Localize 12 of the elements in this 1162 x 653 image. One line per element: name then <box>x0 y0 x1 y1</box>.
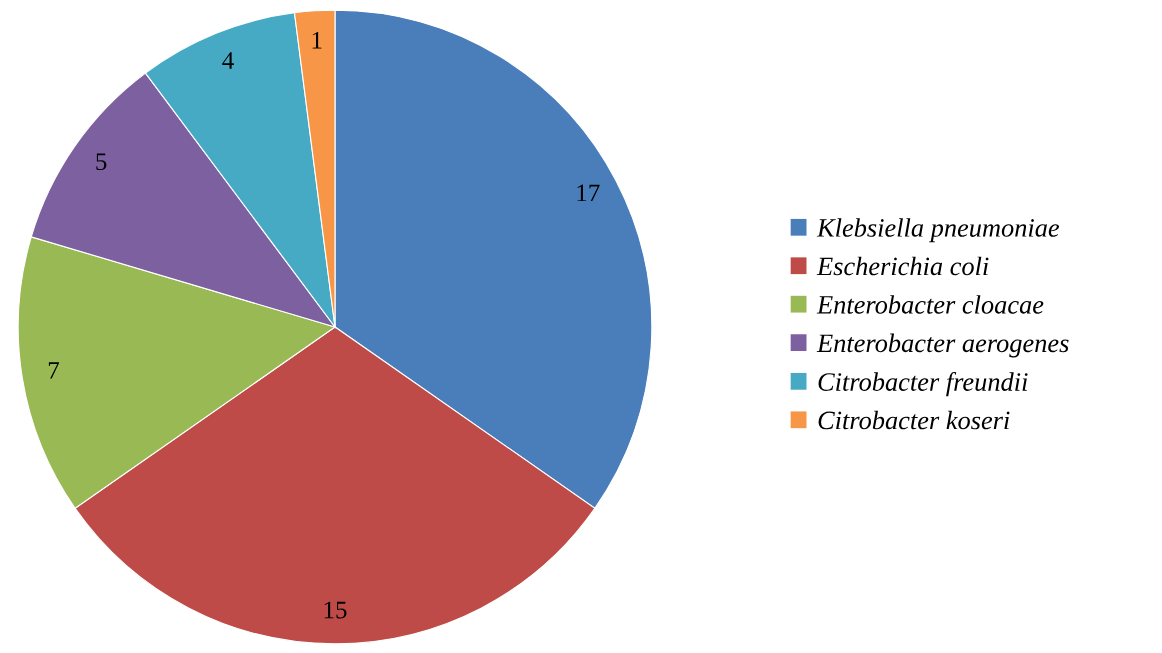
data-label: 7 <box>48 362 60 379</box>
data-label: 4 <box>222 52 234 69</box>
data-label: 15 <box>324 601 347 619</box>
data-label: 1 <box>312 31 322 49</box>
legend-label: Enterobacter cloacae <box>816 295 1044 314</box>
legend-label: Citrobacter koseri <box>818 410 1010 430</box>
legend-label: Enterobacter aerogenes <box>816 333 1069 358</box>
legend-label: Citrobacter freundii <box>818 372 1028 397</box>
legend-label: Escherichia coli <box>816 256 989 276</box>
legend-label: Klebsiella pneumoniae <box>816 218 1060 243</box>
data-label: 5 <box>96 153 107 171</box>
data-label: 17 <box>577 184 600 202</box>
